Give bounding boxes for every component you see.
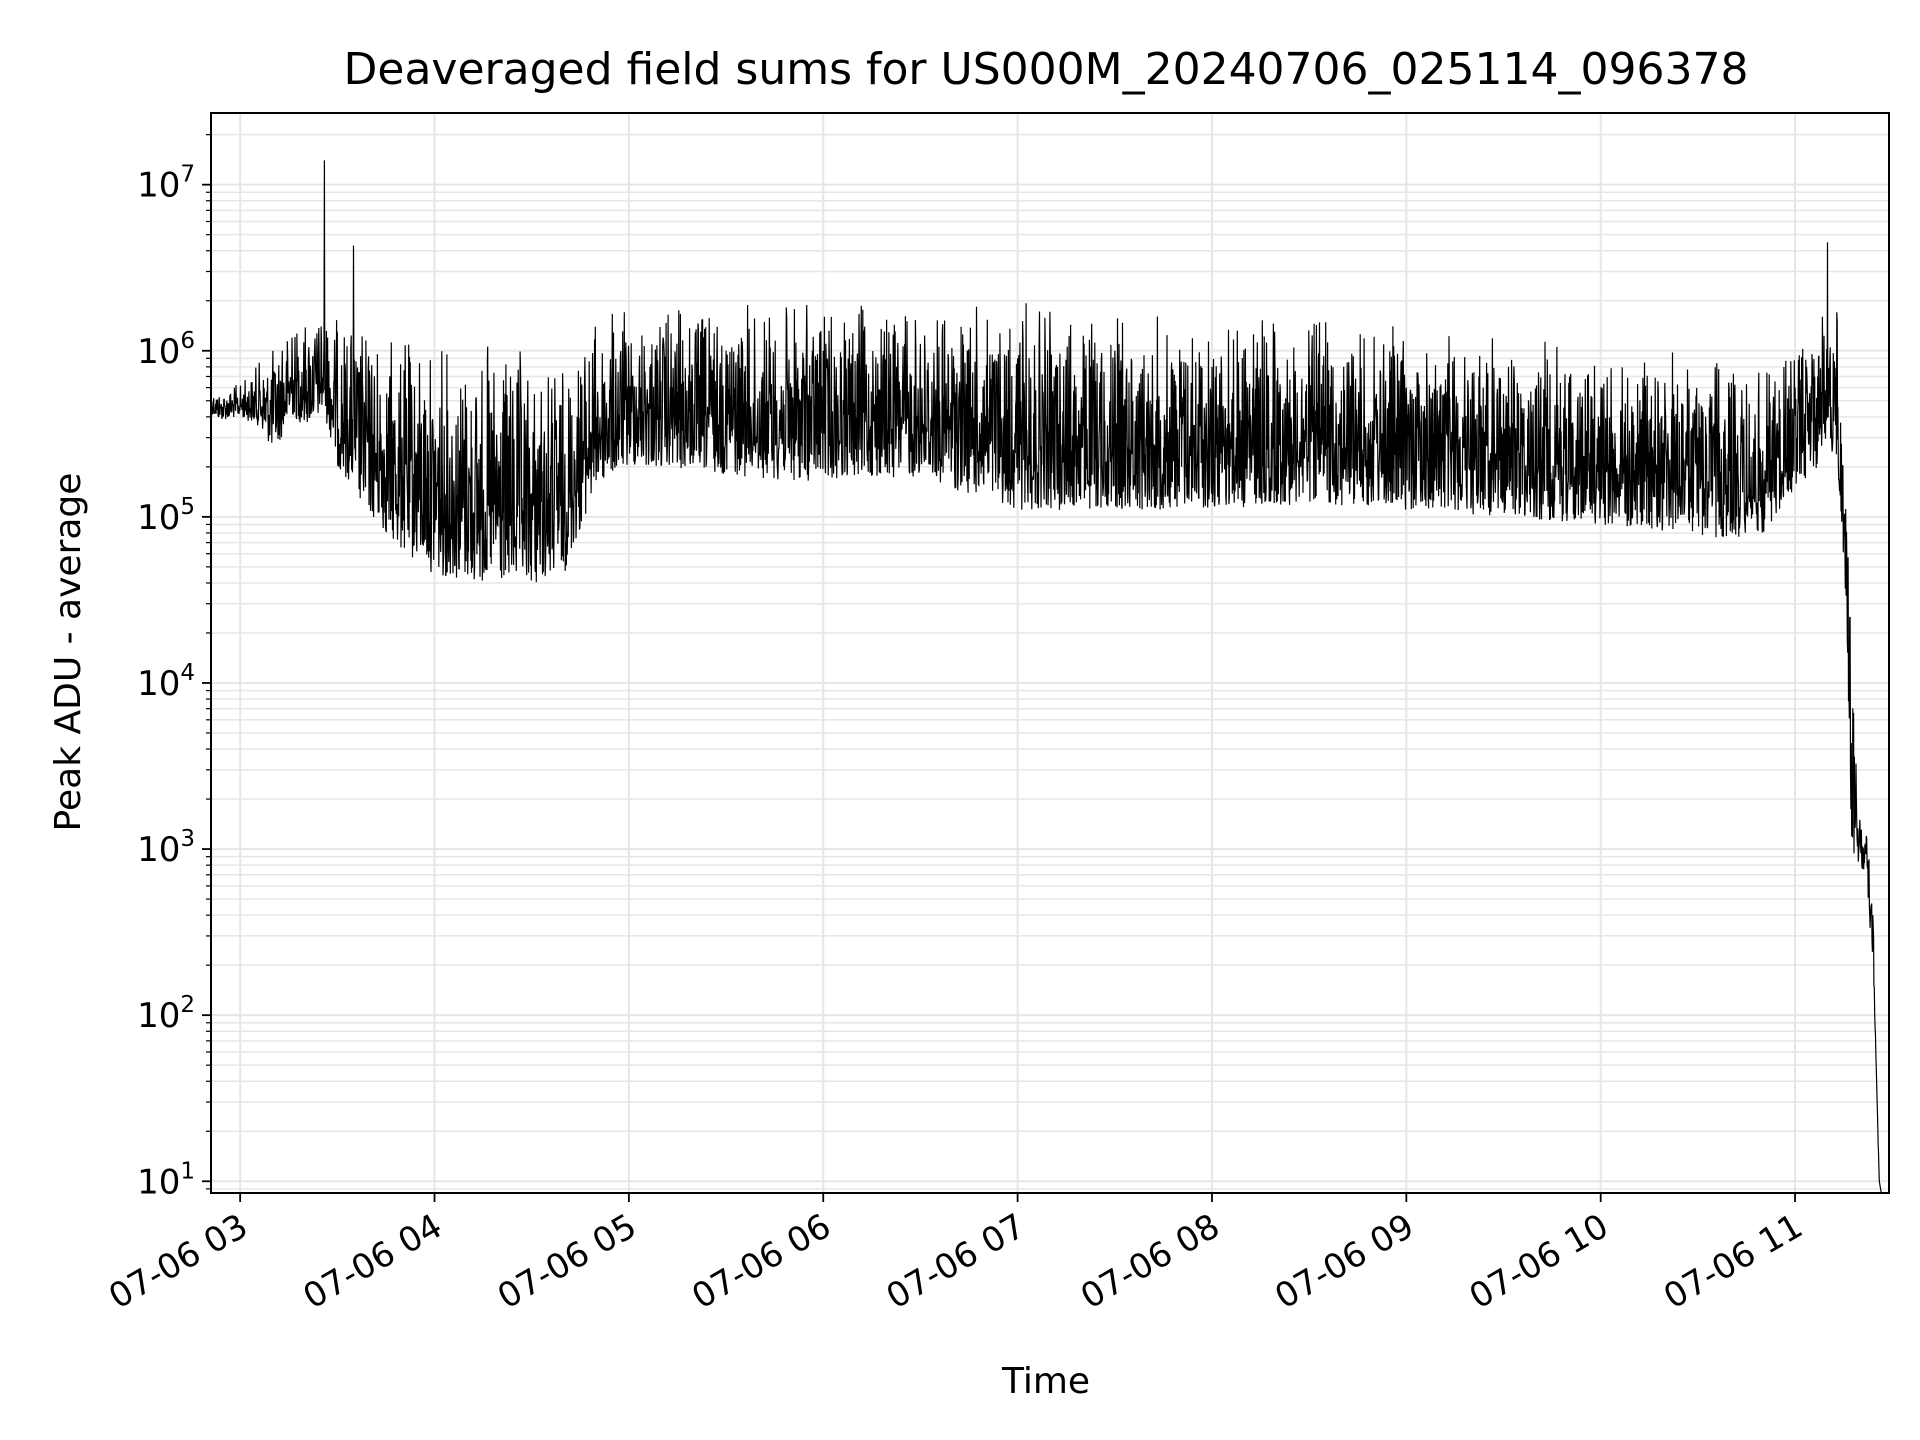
y-tick-label-exponent: 6 [180,328,195,354]
y-tick-label-base: 10 [137,332,180,372]
y-tick-label-base: 10 [137,664,180,704]
y-tick-label-exponent: 3 [180,826,195,852]
y-tick-label: 104 [137,660,195,704]
y-tick-label-exponent: 1 [180,1158,195,1184]
data-series-line [210,160,1882,1194]
y-tick-label-base: 10 [137,166,180,206]
y-tick-label: 103 [137,826,195,870]
y-tick-label: 101 [137,1158,195,1202]
y-tick-label: 105 [137,494,195,538]
y-tick-label: 107 [137,162,195,206]
y-tick-label-exponent: 4 [180,660,195,686]
y-tick-label-exponent: 7 [180,162,195,188]
y-tick-label-base: 10 [137,1162,180,1202]
y-tick-label-base: 10 [137,498,180,538]
data-layer [210,160,1882,1194]
y-tick-label-base: 10 [137,830,180,870]
y-tick-label: 102 [137,992,195,1036]
y-tick-label: 106 [137,328,195,372]
y-tick-label-base: 10 [137,996,180,1036]
y-tick-label-exponent: 2 [180,992,195,1018]
y-tick-label-exponent: 5 [180,494,195,520]
plot-frame [210,112,1890,1194]
chart-title: Deaveraged field sums for US000M_2024070… [344,44,1749,95]
y-axis-label: Peak ADU - average [48,473,89,832]
x-axis-label: Time [1001,1361,1090,1402]
